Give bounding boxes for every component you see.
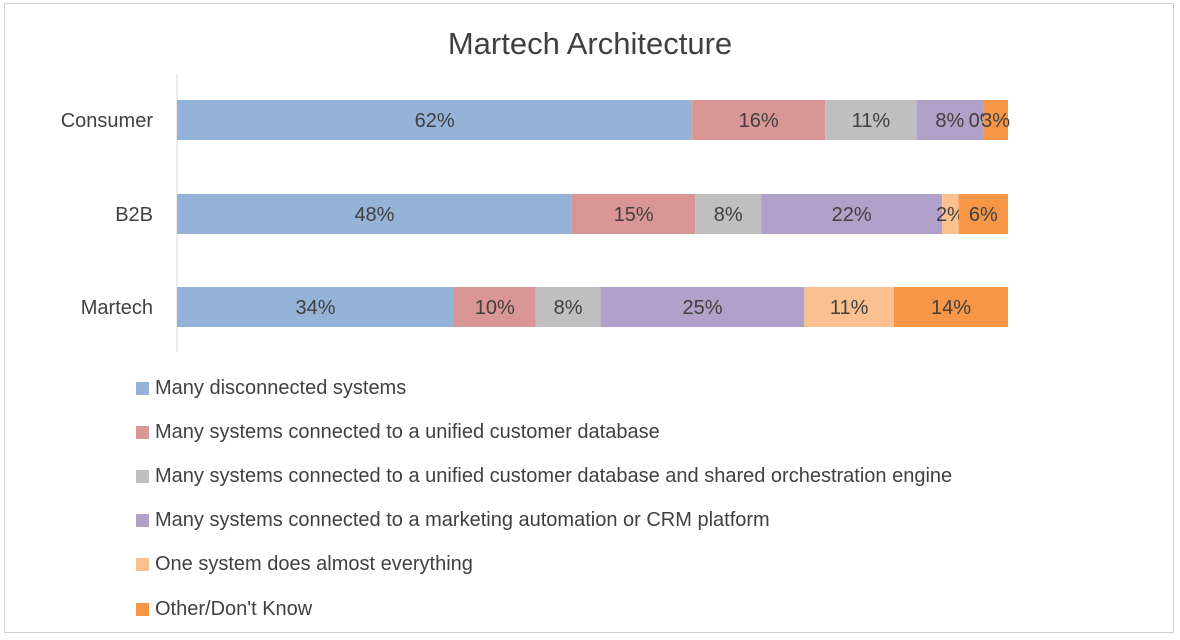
data-label-martech-5: 14%: [931, 297, 971, 319]
bar-segment-consumer-1: [692, 100, 826, 140]
bar-segment-consumer-3: [916, 100, 984, 140]
legend-item: Other/Don't Know: [136, 587, 952, 631]
data-label-martech-2: 8%: [554, 297, 583, 319]
legend-swatch: [136, 425, 149, 439]
legend-swatch: [136, 381, 149, 395]
data-label-consumer-1: 16%: [739, 110, 779, 132]
data-label-b2b-1: 15%: [614, 204, 654, 226]
legend-item: Many disconnected systems: [136, 366, 952, 410]
legend-item: Many systems connected to a unified cust…: [136, 410, 952, 454]
data-label-consumer-3: 8%: [935, 110, 964, 132]
legend-label: Many systems connected to a unified cust…: [155, 464, 953, 487]
data-label-b2b-2: 8%: [714, 204, 743, 226]
bar-segment-consumer-2: [825, 100, 917, 140]
data-label-b2b-5: 6%: [969, 204, 998, 226]
data-label-martech-4: 11%: [830, 297, 869, 319]
category-label-consumer: Consumer: [61, 110, 154, 132]
bar-segment-martech-2: [535, 287, 601, 327]
legend-label: Many systems connected to a marketing au…: [155, 509, 770, 532]
bar-segment-consumer-0: [177, 100, 693, 140]
chart-title: Martech Architecture: [447, 26, 733, 61]
legend-label: Many systems connected to a unified cust…: [155, 420, 660, 443]
data-label-b2b-0: 48%: [354, 204, 394, 226]
data-label-b2b-4: 2%: [936, 204, 965, 226]
category-label-martech: Martech: [81, 297, 153, 319]
chart-frame: [4, 3, 1174, 633]
bar-segment-martech-3: [600, 287, 805, 327]
bar-segment-b2b-0: [177, 194, 572, 234]
data-label-consumer-5: 3%: [981, 110, 1010, 132]
data-label-martech-3: 25%: [682, 297, 722, 319]
bar-segment-b2b-4: [942, 194, 959, 234]
bar-segment-b2b-2: [695, 194, 762, 234]
legend-swatch: [136, 558, 149, 572]
legend-item: Many systems connected to a unified cust…: [136, 454, 952, 498]
data-label-b2b-3: 22%: [832, 204, 872, 226]
bar-segment-martech-1: [454, 287, 536, 327]
legend-item: Many systems connected to a marketing au…: [136, 499, 952, 543]
chart-legend: Many disconnected systems Many systems co…: [136, 366, 952, 631]
data-label-martech-1: 10%: [475, 297, 515, 319]
legend-item: One system does almost everything: [136, 543, 952, 587]
bar-segment-b2b-3: [761, 194, 943, 234]
bar-segment-martech-4: [804, 287, 894, 327]
legend-swatch: [136, 514, 149, 528]
bar-segment-martech-5: [893, 287, 1008, 327]
legend-swatch: [136, 602, 149, 616]
category-label-b2b: B2B: [115, 204, 153, 226]
bar-segment-martech-0: [177, 287, 454, 327]
bar-segment-b2b-5: [958, 194, 1008, 234]
legend-label: Other/Don't Know: [155, 597, 313, 620]
legend-label: Many disconnected systems: [155, 376, 407, 399]
legend-swatch: [136, 469, 149, 483]
data-label-martech-0: 34%: [295, 297, 335, 319]
bar-segment-consumer-5: [983, 100, 1008, 140]
legend-label: One system does almost everything: [155, 553, 473, 576]
data-label-consumer-2: 11%: [852, 110, 891, 132]
data-label-consumer-0: 62%: [415, 110, 455, 132]
bar-segment-b2b-1: [571, 194, 696, 234]
